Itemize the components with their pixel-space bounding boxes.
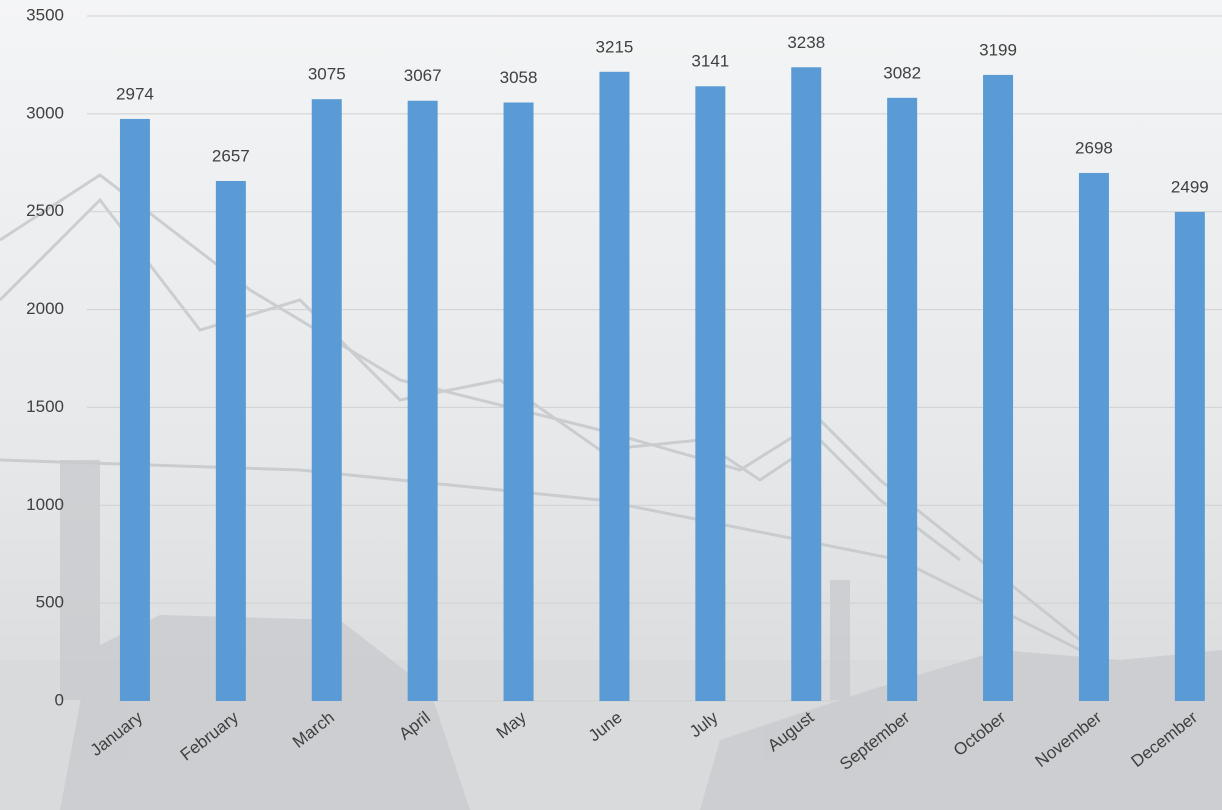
value-label: 3215 [596, 37, 634, 56]
y-tick-label: 2500 [26, 201, 64, 220]
value-label: 2698 [1075, 138, 1113, 157]
bar [119, 118, 150, 701]
value-label: 3238 [787, 33, 825, 52]
y-tick-label: 2000 [26, 299, 64, 318]
value-label: 3075 [308, 65, 346, 84]
bar [887, 97, 918, 701]
y-tick-label: 1000 [26, 495, 64, 514]
value-label: 2657 [212, 146, 250, 165]
value-label: 2974 [116, 84, 154, 103]
bar [695, 86, 726, 702]
value-label: 3067 [404, 66, 442, 85]
y-tick-label: 3000 [26, 103, 64, 122]
value-label: 3082 [883, 63, 921, 82]
y-tick-label: 0 [55, 690, 64, 709]
y-tick-label: 3500 [26, 5, 64, 24]
value-label: 2499 [1171, 177, 1209, 196]
y-tick-label: 500 [36, 593, 64, 612]
bar [599, 71, 630, 702]
value-label: 3058 [500, 68, 538, 87]
bar [1078, 172, 1109, 701]
value-label: 3199 [979, 40, 1017, 59]
bar [983, 74, 1014, 701]
y-tick-label: 1500 [26, 397, 64, 416]
bar [215, 180, 246, 702]
bar [311, 99, 342, 701]
bar [503, 102, 534, 701]
bar [1174, 211, 1205, 701]
bar [407, 100, 438, 702]
bar [791, 67, 822, 701]
value-label: 3141 [691, 52, 729, 71]
